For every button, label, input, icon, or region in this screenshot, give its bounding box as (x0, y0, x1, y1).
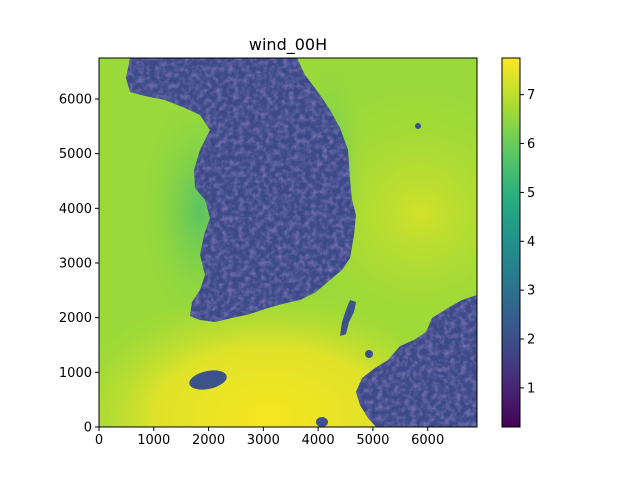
land-small-island-goto (365, 350, 373, 358)
colorbar-tick-label: 5 (527, 186, 535, 201)
x-tick-label: 4000 (302, 433, 335, 448)
land-jeju-island (189, 370, 227, 390)
y-tick-label: 2000 (59, 311, 92, 326)
colorbar-tick-label: 6 (527, 137, 535, 152)
y-tick-label: 6000 (59, 93, 92, 108)
y-tick-label: 0 (84, 421, 92, 436)
land-korean-peninsula-terrain (126, 58, 356, 322)
plot-frame (98, 57, 478, 428)
colorbar-tick-label: 2 (527, 333, 535, 348)
land-tsushima-islands (340, 300, 356, 336)
x-axis: 0 1000 2000 3000 4000 5000 6000 (95, 427, 444, 448)
y-tick-label: 3000 (59, 257, 92, 272)
colorbar (501, 57, 521, 428)
x-tick-label: 1000 (137, 433, 170, 448)
x-tick-label: 2000 (192, 433, 225, 448)
colorbar-axis: 1 2 3 4 5 6 7 (520, 88, 535, 396)
land-small-island-south (316, 417, 328, 427)
x-tick-label: 0 (95, 433, 103, 448)
x-tick-label: 5000 (356, 433, 389, 448)
land-masses (126, 58, 477, 427)
colorbar-tick-label: 3 (527, 284, 535, 299)
colorbar-tick-label: 4 (527, 235, 535, 250)
y-tick-label: 1000 (59, 366, 92, 381)
land-ulleung-island (415, 123, 421, 129)
x-tick-label: 3000 (247, 433, 280, 448)
heatmap-plot-area (99, 58, 477, 427)
chart-title: wind_00H (249, 35, 327, 55)
colorbar-tick-label: 1 (527, 381, 535, 396)
colorbar-tick-label: 7 (527, 88, 535, 103)
y-axis: 0 1000 2000 3000 4000 5000 6000 (59, 93, 99, 436)
x-tick-label: 6000 (411, 433, 444, 448)
y-tick-label: 5000 (59, 147, 92, 162)
y-tick-label: 4000 (59, 202, 92, 217)
land-japan-kyushu-terrain (356, 295, 477, 427)
